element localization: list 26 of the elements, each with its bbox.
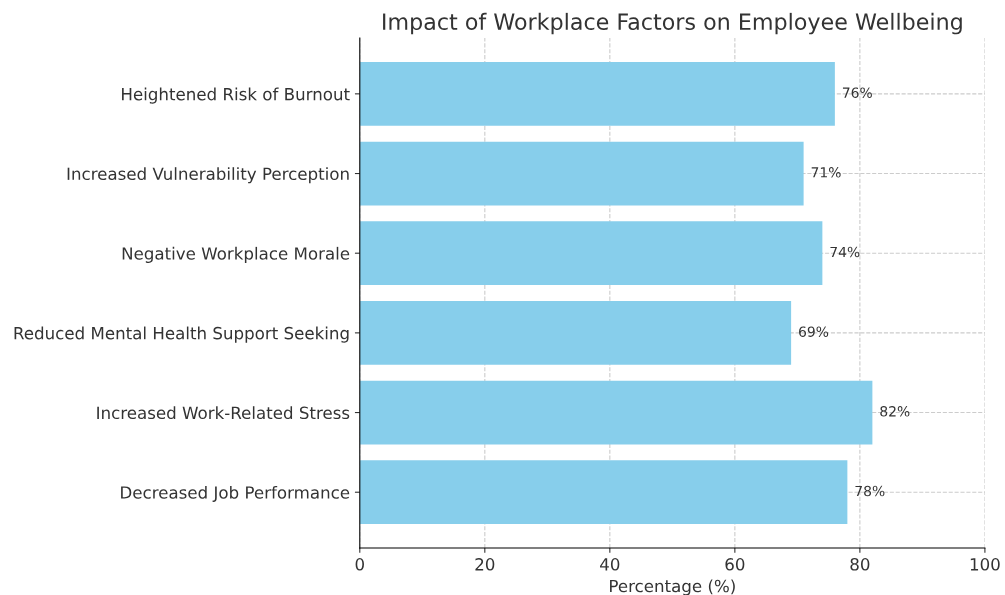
data-label: 76%	[842, 87, 872, 98]
x-tick-label: 80	[850, 558, 870, 571]
y-tick-label: Heightened Risk of Burnout	[122, 87, 350, 104]
x-axis-title: Percentage (%)	[610, 579, 735, 595]
bar	[359, 380, 873, 445]
x-tick-label: 40	[600, 558, 620, 571]
bar	[359, 301, 792, 365]
y-tick-label: Increased Work-Related Stress	[97, 406, 350, 420]
bar	[359, 221, 823, 286]
y-tick-label: Reduced Mental Health Support Seeking	[14, 326, 349, 343]
x-tick-label: 100	[970, 558, 1000, 571]
data-label: 78%	[855, 485, 885, 497]
y-tick-label: Increased Vulnerability Perception	[67, 167, 349, 184]
data-label: 82%	[880, 406, 910, 417]
bar	[359, 61, 835, 126]
data-label: 69%	[799, 326, 829, 337]
x-tick-label: 60	[725, 558, 745, 571]
chart-title: Impact of Workplace Factors on Employee Wellbeing	[383, 12, 962, 35]
data-label: 74%	[830, 246, 860, 258]
y-tick-label: Negative Workplace Morale	[122, 246, 350, 263]
data-label: 71%	[811, 167, 841, 178]
bar	[359, 460, 848, 525]
x-tick-label: 20	[475, 558, 495, 571]
x-tick-label: 0	[355, 558, 364, 571]
y-tick-label: Decreased Job Performance	[121, 485, 350, 502]
bar	[359, 141, 804, 206]
